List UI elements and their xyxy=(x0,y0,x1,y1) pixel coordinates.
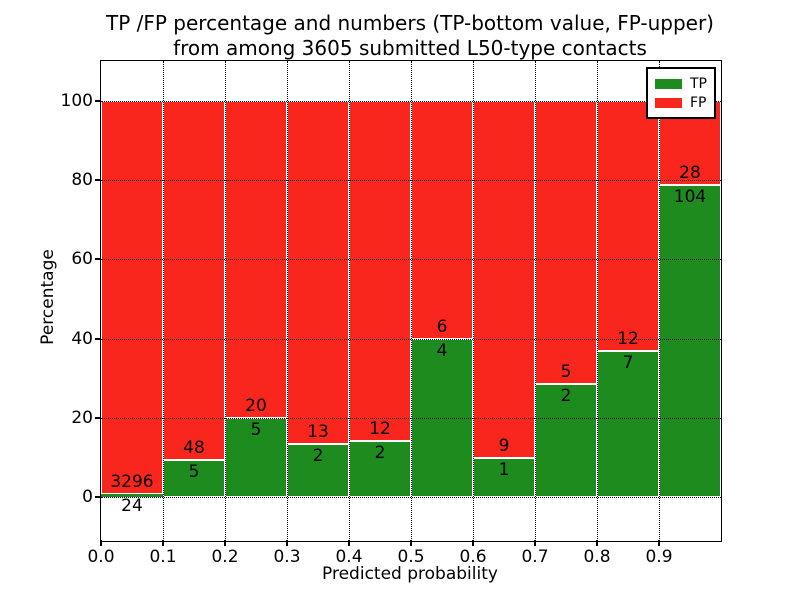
x-gridline xyxy=(225,61,226,541)
fp-count-label: 6 xyxy=(436,316,448,337)
bar-tp-segment xyxy=(225,418,287,498)
bar-fp-segment xyxy=(287,100,349,445)
tp-count-label: 7 xyxy=(622,353,634,374)
y-gridline xyxy=(101,100,721,102)
bar-tp-segment xyxy=(101,494,163,498)
bar-fp-segment xyxy=(473,100,535,458)
legend-label-fp: FP xyxy=(690,94,707,111)
x-tick-label: 0.2 xyxy=(211,547,239,567)
x-tick-label: 0.6 xyxy=(459,547,487,567)
chart-title: TP /FP percentage and numbers (TP-bottom… xyxy=(100,11,720,61)
bar-fp-segment xyxy=(597,100,659,352)
fp-count-label: 12 xyxy=(617,329,639,350)
x-axis-label: Predicted probability xyxy=(322,564,498,584)
x-tick-label: 0.8 xyxy=(583,547,611,567)
y-gridline xyxy=(101,418,721,420)
fp-count-label: 9 xyxy=(498,435,510,456)
x-tick-label: 0.1 xyxy=(149,547,177,567)
bar-fp-segment xyxy=(411,100,473,339)
tp-legend-swatch xyxy=(655,78,682,89)
x-tick-label: 0.3 xyxy=(273,547,301,567)
bar-fp-segment xyxy=(535,100,597,384)
x-tick-mark xyxy=(100,540,102,546)
tp-count-label: 2 xyxy=(374,442,386,463)
x-tick-mark xyxy=(534,540,536,546)
x-gridline xyxy=(163,61,164,541)
x-tick-mark xyxy=(596,540,598,546)
x-tick-mark xyxy=(348,540,350,546)
fp-legend-swatch xyxy=(655,97,682,108)
legend-entry-tp: TP xyxy=(655,74,707,93)
bar-tp-segment xyxy=(659,184,721,498)
fp-count-label: 20 xyxy=(245,396,267,417)
fp-count-label: 48 xyxy=(183,437,205,458)
y-tick-label: 20 xyxy=(71,408,93,429)
fp-count-label: 12 xyxy=(369,418,391,439)
chart-title-line2: from among 3605 submitted L50-type conta… xyxy=(173,36,647,60)
x-gridline xyxy=(349,61,350,541)
x-tick-label: 0.4 xyxy=(335,547,363,567)
x-gridline xyxy=(473,61,474,541)
x-tick-mark xyxy=(162,540,164,546)
x-tick-mark xyxy=(658,540,660,546)
bar-fp-segment xyxy=(163,100,225,460)
fp-count-label: 28 xyxy=(679,162,701,183)
x-gridline xyxy=(535,61,536,541)
y-tick-mark xyxy=(95,417,101,420)
y-tick-label: 0 xyxy=(82,487,93,508)
y-gridline xyxy=(101,259,721,261)
y-tick-label: 40 xyxy=(71,328,93,349)
tp-count-label: 24 xyxy=(121,496,143,517)
x-tick-mark xyxy=(224,540,226,546)
x-tick-label: 0.5 xyxy=(397,547,425,567)
x-gridline xyxy=(287,61,288,541)
x-tick-label: 0.0 xyxy=(87,547,115,567)
legend-label-tp: TP xyxy=(690,75,707,92)
y-tick-label: 60 xyxy=(71,249,93,270)
y-gridline xyxy=(101,497,721,499)
y-tick-label: 80 xyxy=(71,170,93,190)
bar-tp-segment xyxy=(597,351,659,498)
y-tick-label: 100 xyxy=(60,90,93,111)
y-tick-mark xyxy=(95,337,101,340)
bar-fp-segment xyxy=(101,100,163,495)
y-gridline xyxy=(101,180,721,181)
y-tick-mark xyxy=(95,496,101,499)
x-tick-mark xyxy=(410,540,412,546)
tp-count-label: 2 xyxy=(560,386,572,407)
fp-count-label: 5 xyxy=(560,362,572,383)
bar-fp-segment xyxy=(349,100,411,441)
tp-count-label: 104 xyxy=(673,186,707,207)
y-tick-mark xyxy=(95,258,101,261)
fp-count-label: 3296 xyxy=(110,472,154,493)
x-gridline xyxy=(411,61,412,541)
tp-count-label: 2 xyxy=(312,446,324,467)
tp-count-label: 1 xyxy=(498,459,510,480)
x-gridline xyxy=(659,61,660,541)
x-gridline xyxy=(597,61,598,541)
tp-count-label: 5 xyxy=(188,461,200,482)
y-gridline xyxy=(101,338,721,340)
chart-title-line1: TP /FP percentage and numbers (TP-bottom… xyxy=(106,11,714,35)
x-tick-label: 0.9 xyxy=(645,547,673,567)
x-tick-label: 0.7 xyxy=(521,547,549,567)
y-tick-mark xyxy=(95,99,101,102)
fp-count-label: 13 xyxy=(307,422,329,443)
tp-count-label: 5 xyxy=(250,420,262,441)
plot-area: TP FP 3296 24 48 5 20 5 13 2 12 2 6 4 9 1 5 2 12 7 28 104 0 2… xyxy=(61,60,722,566)
x-tick-mark xyxy=(472,540,474,546)
y-tick-mark xyxy=(95,179,101,181)
legend: TP FP xyxy=(646,67,716,119)
x-tick-mark xyxy=(286,540,288,546)
bar-fp-segment xyxy=(225,100,287,418)
legend-entry-fp: FP xyxy=(655,93,707,112)
tp-count-label: 4 xyxy=(436,340,448,361)
